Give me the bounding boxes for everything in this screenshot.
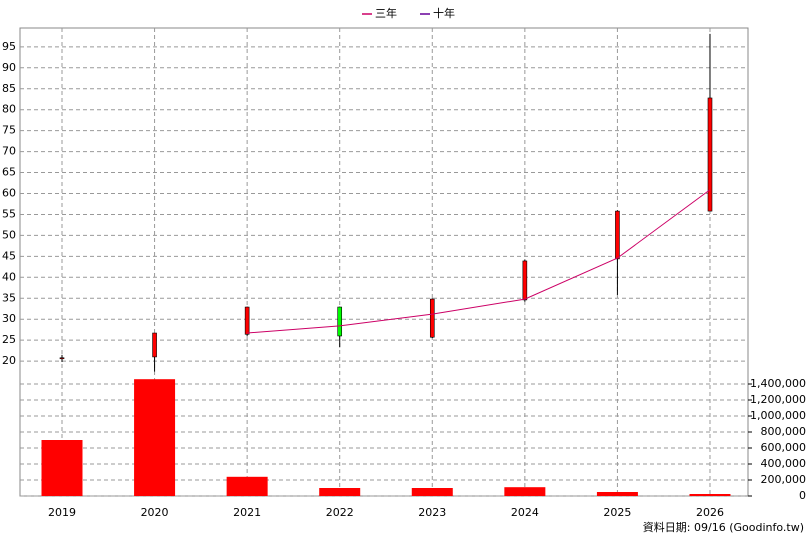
ma-line <box>247 189 711 334</box>
volume-bar <box>504 487 546 496</box>
x-tick-label: 2022 <box>326 506 354 519</box>
x-tick-label: 2021 <box>233 506 261 519</box>
y-tick-label: 80 <box>2 103 16 116</box>
volume-bar <box>411 488 453 496</box>
y-tick-label: 40 <box>2 270 16 283</box>
volume-bar <box>226 476 268 496</box>
y2-tick-label: 200,000 <box>761 473 807 486</box>
volume-bar <box>41 440 83 496</box>
candle-body <box>59 357 65 360</box>
x-tick-label: 2020 <box>141 506 169 519</box>
candle-body <box>152 332 157 358</box>
y-tick-label: 20 <box>2 354 16 367</box>
y-tick-label: 70 <box>2 145 16 158</box>
candle-body <box>707 97 713 212</box>
y-tick-label: 95 <box>2 40 16 53</box>
x-tick-label: 2026 <box>696 506 724 519</box>
y2-tick-label: 1,000,000 <box>750 409 806 422</box>
candle-body <box>337 306 343 337</box>
candle-body <box>429 298 435 338</box>
y-tick-label: 60 <box>2 187 16 200</box>
volume-bar <box>689 494 731 496</box>
y2-tick-label: 400,000 <box>761 457 807 470</box>
legend-label: 十年 <box>433 6 455 20</box>
y-tick-label: 85 <box>2 82 16 95</box>
y-tick-label: 55 <box>2 207 16 220</box>
x-tick-label: 2024 <box>511 506 539 519</box>
volume-bar <box>134 379 176 496</box>
y2-tick-label: 1,400,000 <box>750 377 806 390</box>
y-tick-label: 45 <box>2 249 16 262</box>
candle-body <box>244 306 250 335</box>
volume-bar <box>596 492 638 496</box>
y2-tick-label: 600,000 <box>761 441 807 454</box>
y-tick-label: 50 <box>2 228 16 241</box>
x-tick-label: 2025 <box>603 506 631 519</box>
y-tick-label: 30 <box>2 312 16 325</box>
y2-tick-label: 1,200,000 <box>750 393 806 406</box>
y-tick-label: 65 <box>2 166 16 179</box>
y2-tick-label: 0 <box>799 489 806 502</box>
volume-bar <box>319 488 361 496</box>
y-tick-label: 25 <box>2 333 16 346</box>
y-tick-label: 90 <box>2 61 16 74</box>
y2-tick-label: 800,000 <box>761 425 807 438</box>
legend-label: 三年 <box>375 6 397 20</box>
plot-frame <box>19 27 749 497</box>
y-tick-label: 35 <box>2 291 16 304</box>
footer: 資料日期: 09/16 (Goodinfo.tw) <box>643 520 804 534</box>
x-tick-label: 2023 <box>418 506 446 519</box>
candle-body <box>522 260 528 301</box>
x-tick-label: 2019 <box>48 506 76 519</box>
y-tick-label: 75 <box>2 124 16 137</box>
candle-body <box>615 210 620 260</box>
